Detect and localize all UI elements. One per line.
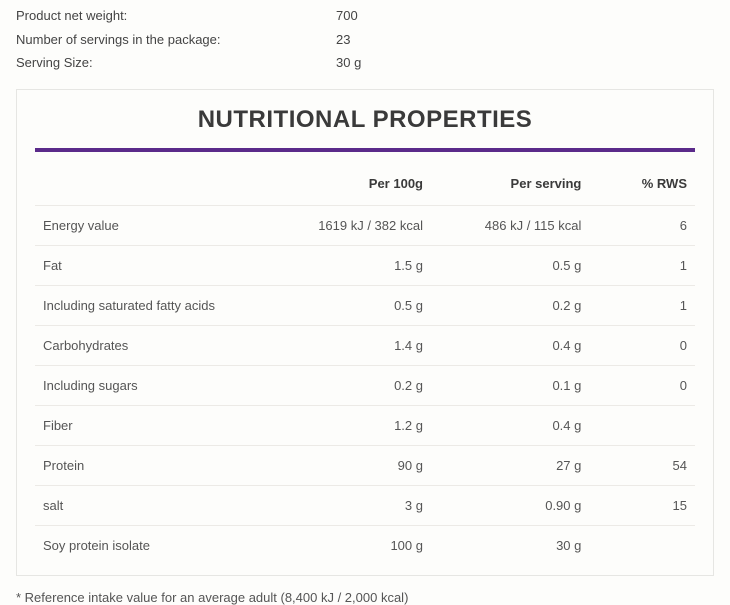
percent-rws: 54 [589,445,695,485]
nutrient-name: Including saturated fatty acids [35,285,259,325]
percent-rws [589,405,695,445]
per-100g: 90 g [259,445,431,485]
meta-label: Serving Size: [16,53,336,73]
nutrient-name: Fat [35,245,259,285]
per-100g: 1.5 g [259,245,431,285]
meta-row: Product net weight:700 [16,6,714,26]
meta-value: 30 g [336,53,361,73]
table-row: Soy protein isolate100 g30 g [35,525,695,565]
per-serving: 30 g [431,525,589,565]
percent-rws: 0 [589,365,695,405]
table-row: Fat1.5 g0.5 g1 [35,245,695,285]
nutrient-name: Soy protein isolate [35,525,259,565]
nutrient-name: Including sugars [35,365,259,405]
table-row: Including sugars0.2 g0.1 g0 [35,365,695,405]
per-100g: 1619 kJ / 382 kcal [259,205,431,245]
percent-rws: 15 [589,485,695,525]
table-row: Carbohydrates1.4 g0.4 g0 [35,325,695,365]
product-meta: Product net weight:700Number of servings… [16,6,714,73]
table-header-row: Per 100g Per serving % RWS [35,160,695,206]
col-header-rws: % RWS [589,160,695,206]
per-100g: 0.2 g [259,365,431,405]
nutrient-name: Fiber [35,405,259,445]
per-100g: 100 g [259,525,431,565]
per-100g: 0.5 g [259,285,431,325]
per-100g: 3 g [259,485,431,525]
col-header-name [35,160,259,206]
per-serving: 0.2 g [431,285,589,325]
meta-value: 23 [336,30,350,50]
meta-value: 700 [336,6,358,26]
meta-row: Serving Size:30 g [16,53,714,73]
col-header-perserving: Per serving [431,160,589,206]
percent-rws [589,525,695,565]
percent-rws: 6 [589,205,695,245]
nutrient-name: Carbohydrates [35,325,259,365]
panel-accent-rule [35,148,695,152]
per-serving: 0.4 g [431,405,589,445]
percent-rws: 1 [589,245,695,285]
nutrition-panel: NUTRITIONAL PROPERTIES Per 100g Per serv… [16,89,714,576]
per-serving: 0.90 g [431,485,589,525]
col-header-per100: Per 100g [259,160,431,206]
table-row: Energy value1619 kJ / 382 kcal486 kJ / 1… [35,205,695,245]
nutrient-name: Energy value [35,205,259,245]
meta-label: Number of servings in the package: [16,30,336,50]
table-row: salt3 g0.90 g15 [35,485,695,525]
percent-rws: 1 [589,285,695,325]
per-serving: 486 kJ / 115 kcal [431,205,589,245]
table-row: Protein90 g27 g54 [35,445,695,485]
nutrition-table: Per 100g Per serving % RWS Energy value1… [35,160,695,565]
per-serving: 0.4 g [431,325,589,365]
footnote: * Reference intake value for an average … [16,590,714,605]
per-100g: 1.4 g [259,325,431,365]
per-100g: 1.2 g [259,405,431,445]
meta-row: Number of servings in the package:23 [16,30,714,50]
per-serving: 27 g [431,445,589,485]
table-row: Fiber1.2 g0.4 g [35,405,695,445]
panel-title: NUTRITIONAL PROPERTIES [35,106,695,134]
nutrient-name: Protein [35,445,259,485]
table-row: Including saturated fatty acids0.5 g0.2 … [35,285,695,325]
meta-label: Product net weight: [16,6,336,26]
per-serving: 0.1 g [431,365,589,405]
per-serving: 0.5 g [431,245,589,285]
nutrient-name: salt [35,485,259,525]
percent-rws: 0 [589,325,695,365]
